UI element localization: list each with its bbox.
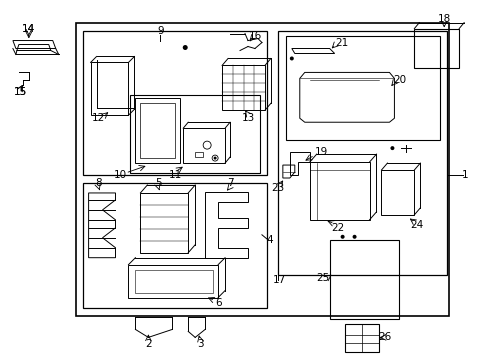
Circle shape bbox=[289, 57, 293, 60]
Text: 10: 10 bbox=[114, 170, 127, 180]
Bar bbox=[329, 240, 399, 319]
Text: 24: 24 bbox=[410, 220, 423, 230]
Bar bbox=[135, 98, 180, 163]
Bar bbox=[285, 36, 439, 140]
Text: 12: 12 bbox=[92, 113, 105, 123]
Bar bbox=[82, 183, 266, 307]
Text: 23: 23 bbox=[271, 183, 284, 193]
Circle shape bbox=[213, 157, 216, 159]
Text: 8: 8 bbox=[95, 178, 102, 188]
Text: 3: 3 bbox=[197, 339, 203, 349]
Text: 20: 20 bbox=[392, 75, 405, 85]
Text: 14: 14 bbox=[22, 24, 36, 33]
Text: 16: 16 bbox=[248, 31, 261, 41]
Circle shape bbox=[389, 146, 394, 150]
Bar bbox=[140, 103, 175, 158]
Text: 7: 7 bbox=[226, 178, 233, 188]
Text: 15: 15 bbox=[14, 87, 27, 97]
Text: 5: 5 bbox=[155, 178, 162, 188]
Bar bbox=[130, 95, 260, 173]
Circle shape bbox=[183, 45, 187, 50]
Bar bbox=[344, 324, 379, 352]
Bar bbox=[135, 270, 213, 293]
Bar bbox=[82, 31, 266, 175]
Text: 26: 26 bbox=[377, 332, 390, 342]
Text: 19: 19 bbox=[314, 147, 327, 157]
Text: 21: 21 bbox=[334, 37, 347, 48]
Text: 22: 22 bbox=[330, 223, 344, 233]
Text: 11: 11 bbox=[168, 170, 182, 180]
Bar bbox=[277, 31, 447, 275]
Text: 17: 17 bbox=[273, 275, 286, 285]
Text: 25: 25 bbox=[315, 273, 328, 283]
Text: 6: 6 bbox=[214, 297, 221, 307]
Text: 9: 9 bbox=[157, 26, 163, 36]
Bar bbox=[76, 23, 448, 316]
Circle shape bbox=[340, 235, 344, 239]
Text: 2: 2 bbox=[145, 339, 151, 349]
Text: 18: 18 bbox=[437, 14, 450, 24]
Text: 13: 13 bbox=[241, 113, 254, 123]
Text: 15: 15 bbox=[14, 87, 27, 97]
Text: 14: 14 bbox=[22, 24, 36, 33]
Text: 1: 1 bbox=[461, 170, 468, 180]
Text: 4: 4 bbox=[266, 235, 273, 245]
Circle shape bbox=[352, 235, 356, 239]
